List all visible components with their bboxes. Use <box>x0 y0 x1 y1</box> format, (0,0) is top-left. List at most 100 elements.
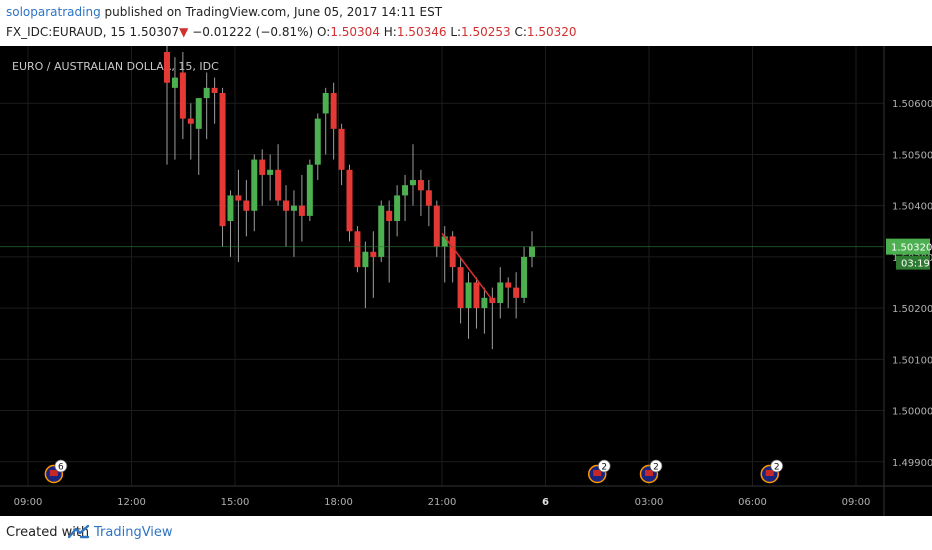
last-price: 1.50307 <box>129 25 180 39</box>
grid <box>0 46 884 486</box>
candle-down <box>243 200 250 211</box>
candle-down <box>346 169 353 232</box>
price-tick-label: 1.50100 <box>892 355 932 366</box>
published-text: published on TradingView.com, June 05, 2… <box>104 5 443 19</box>
high-value: 1.50346 <box>396 25 447 39</box>
candle-down <box>235 195 242 201</box>
candle-up <box>195 98 202 129</box>
candle-down <box>449 236 456 268</box>
candle-up <box>497 282 504 303</box>
candle-down <box>211 87 218 93</box>
time-tick-label: 15:00 <box>221 497 250 508</box>
event-count-badge <box>597 459 611 473</box>
candle-down <box>187 118 194 124</box>
candle-down <box>425 190 432 206</box>
time-tick-label: 6 <box>542 497 549 508</box>
candle-up <box>402 185 409 196</box>
candle-down <box>338 128 345 170</box>
current-price-line: 1.50320 03:19 <box>0 238 932 270</box>
candle-up <box>306 164 313 216</box>
candle-up <box>171 77 178 88</box>
chart-title: EURO / AUSTRALIAN DOLLAR, 15, IDC <box>12 60 219 73</box>
candle-up <box>267 169 274 175</box>
change-value: −0.01222 (−0.81%) <box>192 25 314 39</box>
events[interactable]: 2 2 2 6 <box>44 459 784 484</box>
projection-line[interactable] <box>441 232 495 303</box>
countdown-badge <box>896 255 930 270</box>
price-tick-label: 1.50500 <box>892 150 932 161</box>
event-count: 2 <box>653 463 659 473</box>
event-marker[interactable]: 2 <box>639 459 663 484</box>
candle-up <box>314 118 321 165</box>
event-flag-fill <box>765 470 774 476</box>
event-marker[interactable]: 2 <box>760 459 784 484</box>
event-count-badge <box>54 459 68 473</box>
candle-down <box>219 92 226 227</box>
symbol-label: FX_IDC:EURAUD, 15 <box>6 25 126 39</box>
candle-up <box>529 246 536 257</box>
author-link[interactable]: soloparatrading <box>6 5 101 19</box>
candle-up <box>394 195 401 222</box>
candle-down <box>473 282 480 309</box>
time-tick-label: 09:00 <box>14 497 43 508</box>
low-label: L: <box>450 25 462 39</box>
event-marker[interactable]: 2 <box>588 459 611 484</box>
event-count-badge <box>649 459 663 473</box>
candle-up <box>409 180 416 186</box>
tradingview-logo-icon[interactable] <box>68 524 90 540</box>
event-flag-fill <box>49 470 58 476</box>
candle-up <box>251 159 258 211</box>
candle-up <box>322 92 329 114</box>
candles <box>164 41 536 350</box>
event-flag-fill <box>593 470 602 476</box>
candle-up <box>481 297 488 309</box>
chart-header: soloparatrading published on TradingView… <box>0 0 932 44</box>
publish-line: soloparatrading published on TradingView… <box>6 5 442 19</box>
high-label: H: <box>383 25 397 39</box>
event-marker[interactable]: 6 <box>44 459 68 484</box>
candle-down <box>354 231 361 268</box>
tradingview-brand[interactable]: TradingView <box>94 525 173 540</box>
change-down-icon: ▼ <box>179 25 189 39</box>
event-flag-fill <box>645 470 653 476</box>
candle-up <box>378 205 385 257</box>
candle-down <box>386 210 393 222</box>
price-axis[interactable]: 1.506001.505001.504001.503001.502001.501… <box>892 99 932 469</box>
event-count: 2 <box>774 463 780 473</box>
close-label: C: <box>514 25 527 39</box>
candle-down <box>330 92 337 129</box>
event-count-badge <box>770 459 784 473</box>
candle-up <box>203 87 210 99</box>
trend-line[interactable] <box>441 232 495 303</box>
candle-down <box>433 205 440 247</box>
time-tick-label: 12:00 <box>117 497 146 508</box>
time-axis[interactable]: 09:00 12:00 15:00 18:00 21:00 6 03:00 06:00 09:0… <box>14 497 871 508</box>
current-price-label: 1.50320 <box>891 243 932 254</box>
low-value: 1.50253 <box>461 25 511 39</box>
time-tick-label: 06:00 <box>738 497 767 508</box>
candle-down <box>275 169 282 201</box>
price-tick-label: 1.50200 <box>892 304 932 315</box>
candle-up <box>227 195 234 222</box>
candle-down <box>505 282 512 288</box>
candle-down <box>370 251 377 257</box>
candle-down <box>179 72 186 119</box>
price-tick-label: 1.50600 <box>892 99 932 110</box>
time-tick-label: 03:00 <box>635 497 664 508</box>
time-tick-label: 21:00 <box>428 497 457 508</box>
time-tick-label: 18:00 <box>324 497 353 508</box>
candle-up <box>362 251 369 268</box>
footer: Created with TradingView <box>0 516 932 550</box>
candle-down <box>513 287 520 298</box>
candle-up <box>290 205 297 211</box>
event-count: 6 <box>58 463 64 473</box>
candle-down <box>164 52 170 83</box>
price-tick-label: 1.50000 <box>892 407 932 418</box>
ohlc-line: FX_IDC:EURAUD, 15 1.50307▼ −0.01222 (−0.… <box>6 25 577 39</box>
candle-down <box>457 267 464 309</box>
candle-up <box>441 236 448 247</box>
chart-area[interactable]: EURO / AUSTRALIAN DOLLAR, 15, IDC 1.5060… <box>0 41 932 516</box>
price-tick-label: 1.50400 <box>892 202 932 213</box>
candlestick-chart[interactable]: EURO / AUSTRALIAN DOLLAR, 15, IDC 1.5060… <box>0 41 932 516</box>
price-tick-label: 1.49900 <box>892 458 932 469</box>
